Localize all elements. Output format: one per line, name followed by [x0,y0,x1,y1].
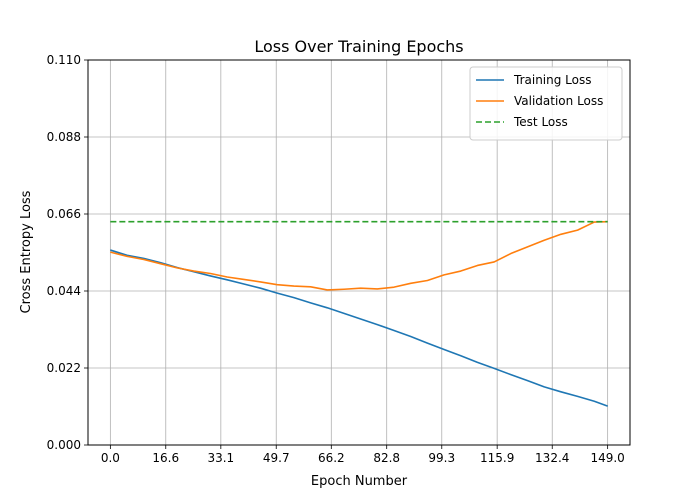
legend-label: Test Loss [513,115,568,129]
y-tick-label: 0.110 [47,53,81,67]
x-tick-label: 0.0 [101,451,120,465]
series-layer [110,220,608,407]
y-axis-label: Cross Entropy Loss [19,190,34,313]
x-tick-label: 132.4 [535,451,569,465]
series-line-validation-loss [110,220,608,291]
x-tick-label: 115.9 [480,451,514,465]
x-tick-label: 66.2 [318,451,345,465]
x-tick-label: 149.0 [590,451,624,465]
tick-layer: 0.0 16.6 33.1 49.7 66.2 82.8 99.3 115.9 132.4 149… [47,53,625,465]
plot-frame [87,59,631,446]
x-axis-label: Epoch Number [311,474,408,489]
x-tick-label: 33.1 [207,451,234,465]
legend-label: Training Loss [513,73,591,87]
legend-box [469,66,623,141]
x-tick-label: 16.6 [152,451,179,465]
y-tick-label: 0.000 [47,438,81,452]
x-tick-label: 49.7 [263,451,290,465]
y-tick-label: 0.044 [47,284,81,298]
chart-title: Loss Over Training Epochs [254,37,463,56]
x-tick-label: 99.3 [428,451,455,465]
y-tick-label: 0.022 [47,361,81,375]
y-tick-label: 0.088 [47,130,81,144]
x-tick-label: 82.8 [373,451,400,465]
y-tick-label: 0.066 [47,207,81,221]
legend: Training Loss Validation Loss Test Loss [469,66,623,141]
legend-label: Validation Loss [514,94,603,108]
